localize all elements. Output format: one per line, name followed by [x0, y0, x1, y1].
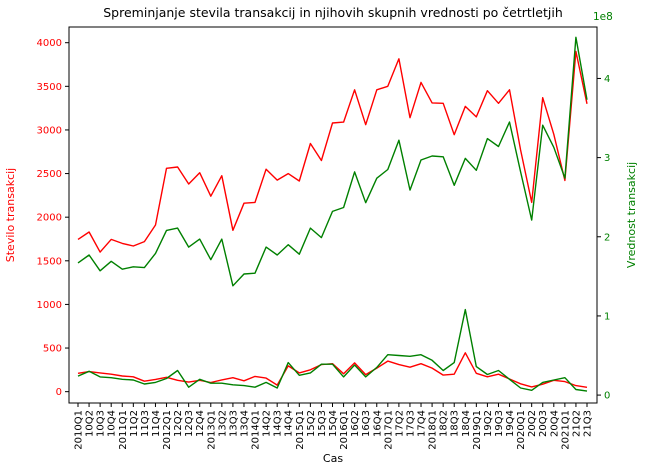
x-axis-tick-label: 19Q3	[494, 410, 505, 437]
x-axis-tick-label: 2017Q1	[383, 410, 394, 450]
x-axis-tick-label: 2021Q1	[560, 410, 571, 450]
x-axis-tick-label: 17Q2	[394, 410, 405, 437]
series-line-4	[77, 308, 588, 392]
x-axis-tick-label: 19Q2	[483, 410, 494, 437]
x-axis-tick-label: 14Q4	[284, 410, 295, 437]
x-axis-tick-label: 15Q3	[317, 410, 328, 437]
x-axis-tick-label: 13Q2	[217, 410, 228, 437]
left-axis-tick-label: 1000	[37, 300, 62, 311]
left-axis-tick-label: 2500	[37, 169, 62, 180]
x-axis-tick-label: 20Q4	[549, 410, 560, 437]
x-axis-tick-label: 2014Q1	[251, 410, 262, 450]
x-axis-tick-label: 12Q2	[173, 410, 184, 437]
x-axis-tick-label: 2010Q1	[74, 410, 85, 450]
series-line-3	[77, 36, 588, 287]
plot-marks: 0 500 1000 1500 2000 2500 3000 3500 4000 0 1 2 3 4 201…	[37, 36, 610, 450]
x-axis-tick-label: 18Q2	[439, 410, 450, 437]
x-axis-tick-label: 17Q4	[417, 410, 428, 437]
x-axis-tick-label: 11Q2	[129, 410, 140, 437]
right-axis-tick-label: 0	[604, 391, 610, 402]
x-axis-tick-label: 2013Q1	[206, 410, 217, 450]
x-axis-tick-label: 20Q3	[538, 410, 549, 437]
x-axis-tick-label: 10Q4	[107, 410, 118, 437]
x-axis-tick-label: 10Q2	[85, 410, 96, 437]
x-axis-tick-label: 14Q2	[262, 410, 273, 437]
left-axis-tick-label: 4000	[37, 38, 62, 49]
x-axis-tick-label: 19Q4	[505, 410, 516, 437]
x-axis-tick-label: 10Q3	[96, 410, 107, 437]
left-axis-tick-label: 1500	[37, 256, 62, 267]
x-axis-tick-label: 2018Q1	[428, 410, 439, 450]
right-axis-label: Vrednost transakcij	[625, 162, 638, 268]
x-axis-tick-label: 15Q4	[328, 410, 339, 437]
x-axis-tick-label: 11Q4	[151, 410, 162, 437]
x-axis-tick-label: 16Q3	[361, 410, 372, 437]
x-axis-tick-label: 17Q3	[405, 410, 416, 437]
x-axis-tick-label: 2019Q1	[472, 410, 483, 450]
x-axis-tick-label: 20Q2	[527, 410, 538, 437]
x-axis-tick-label: 15Q2	[306, 410, 317, 437]
x-axis-tick-label: 21Q3	[583, 410, 594, 437]
x-axis-label: Cas	[323, 452, 343, 465]
series-line-1	[77, 50, 588, 253]
left-axis-tick-label: 3500	[37, 82, 62, 93]
x-axis-tick-label: 13Q3	[228, 410, 239, 437]
chart-title: Spreminjanje stevila transakcij in njiho…	[103, 5, 563, 20]
right-axis-multiplier: 1e8	[593, 11, 613, 23]
x-axis-tick-label: 16Q2	[350, 410, 361, 437]
x-axis-tick-label: 18Q3	[450, 410, 461, 437]
x-axis-tick-label: 18Q4	[461, 410, 472, 437]
plot-area	[68, 26, 598, 404]
left-axis-tick-label: 500	[43, 344, 62, 355]
left-axis-tick-label: 2000	[37, 213, 62, 224]
right-axis-tick-label: 3	[604, 153, 610, 164]
left-axis-tick-label: 0	[56, 387, 62, 398]
x-axis-tick-label: 14Q3	[273, 410, 284, 437]
x-axis-tick-label: 2015Q1	[295, 410, 306, 450]
x-axis-tick-label: 21Q2	[571, 410, 582, 437]
x-axis-tick-label: 12Q4	[195, 410, 206, 437]
x-axis-tick-label: 2012Q1	[162, 410, 173, 450]
left-axis-tick-label: 3000	[37, 125, 62, 136]
left-axis-label: Stevilo transakcij	[4, 168, 17, 262]
x-axis-tick-label: 2016Q1	[339, 410, 350, 450]
x-axis-tick-label: 16Q4	[372, 410, 383, 437]
x-axis-tick-label: 2011Q1	[118, 410, 129, 450]
right-axis-tick-label: 4	[604, 74, 610, 85]
x-axis-tick-label: 13Q4	[239, 410, 250, 437]
right-axis-tick-label: 1	[604, 311, 610, 322]
x-axis-tick-label: 11Q3	[140, 410, 151, 437]
x-axis-tick-label: 12Q3	[184, 410, 195, 437]
x-axis-tick-label: 2020Q1	[516, 410, 527, 450]
right-axis-tick-label: 2	[604, 232, 610, 243]
